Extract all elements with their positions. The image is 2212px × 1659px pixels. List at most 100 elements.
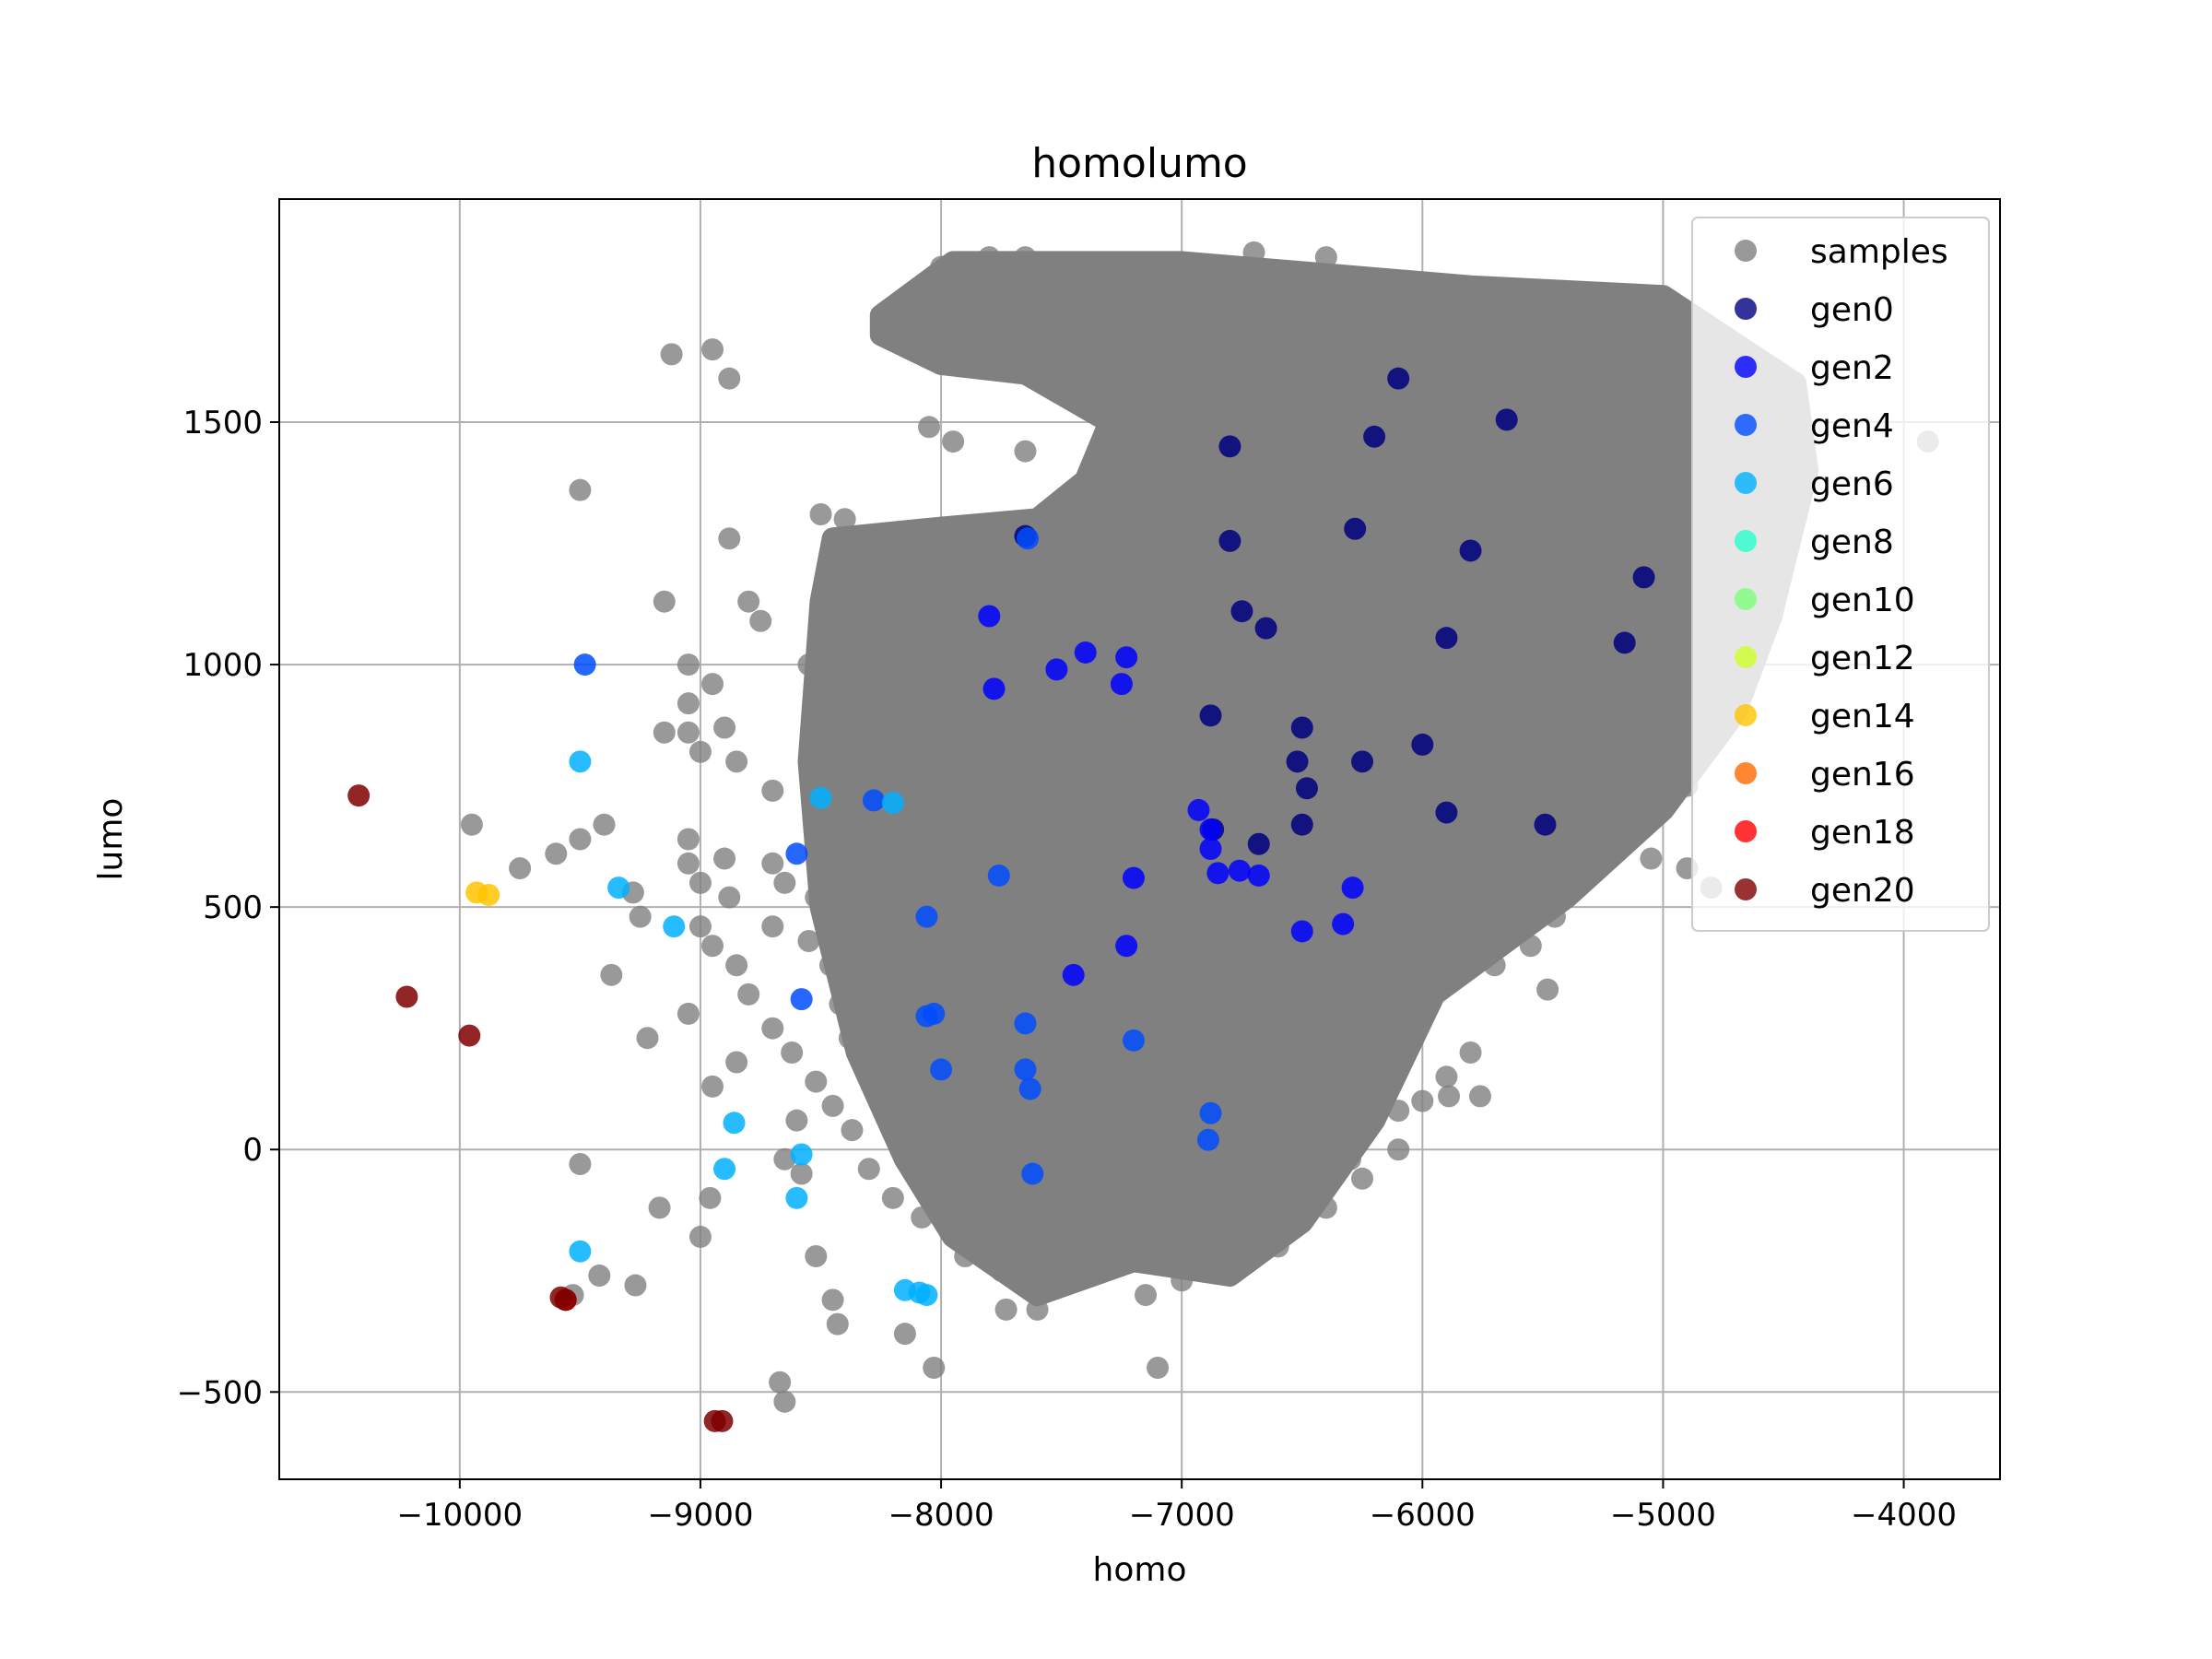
gen6-point — [607, 877, 630, 900]
sample-point — [677, 721, 700, 744]
sample-point — [600, 963, 623, 986]
sample-point — [911, 1206, 934, 1229]
sample-point — [1266, 1235, 1289, 1258]
gen6-point — [713, 1158, 736, 1181]
y-axis-label: lumo — [92, 798, 130, 881]
sample-point — [688, 740, 712, 763]
x-tick-label: −6000 — [1370, 1497, 1476, 1534]
gen2-point — [1187, 798, 1210, 821]
legend-label: samples — [1810, 233, 1948, 271]
sample-point — [761, 1017, 784, 1040]
sample-point — [1411, 1089, 1434, 1112]
sample-point — [1536, 978, 1559, 1001]
sample-point — [821, 828, 844, 851]
gen6-point — [893, 1278, 916, 1301]
sample-point — [593, 813, 616, 836]
legend-marker — [1735, 356, 1757, 378]
sample-point — [809, 502, 832, 525]
gen0-point — [1632, 566, 1655, 589]
legend-label: gen10 — [1810, 582, 1915, 619]
legend-label: gen18 — [1810, 814, 1915, 852]
x-tick-label: −8000 — [888, 1497, 994, 1534]
y-tick-label: 0 — [242, 1132, 263, 1169]
sample-point — [1616, 313, 1639, 336]
sample-point — [773, 1147, 796, 1171]
sample-point — [718, 886, 741, 909]
legend-marker — [1735, 820, 1757, 842]
sample-point — [1014, 246, 1037, 269]
gen6-point — [569, 1240, 592, 1263]
gen6-point — [881, 792, 904, 815]
sample-point — [1483, 954, 1506, 977]
sample-point — [569, 478, 592, 501]
gen20-point — [711, 1409, 734, 1432]
gen20-point — [395, 985, 418, 1008]
gen2-point — [1247, 864, 1270, 887]
sample-point — [725, 954, 748, 977]
sample-point — [857, 1158, 880, 1181]
sample-point — [857, 527, 880, 550]
sample-point — [833, 566, 856, 589]
sample-point — [725, 1051, 748, 1074]
gen0-point — [1247, 832, 1270, 855]
sample-point — [833, 508, 856, 531]
gen2-point — [1045, 658, 1068, 681]
gen2-point — [1228, 859, 1251, 882]
sample-point — [688, 915, 712, 938]
sample-point — [857, 605, 880, 628]
sample-point — [677, 692, 700, 715]
sample-point — [509, 857, 532, 880]
gen0-point — [1351, 750, 1374, 773]
sample-point — [990, 1259, 1013, 1282]
gen2-point — [1199, 838, 1222, 861]
sample-point — [569, 1153, 592, 1176]
sample-point — [918, 416, 941, 439]
sample-point — [1640, 847, 1663, 870]
legend-marker — [1735, 762, 1757, 784]
sample-point — [994, 1298, 1018, 1321]
sample-point — [725, 750, 748, 773]
sample-point — [648, 1196, 671, 1219]
sample-point — [1314, 1196, 1337, 1219]
sample-point — [701, 338, 724, 361]
gen2-point — [1115, 646, 1138, 669]
x-tick-label: −10000 — [397, 1497, 524, 1534]
gen4-point — [930, 1058, 953, 1081]
legend-marker — [1735, 878, 1757, 900]
sample-point — [460, 813, 483, 836]
sample-point — [737, 982, 760, 1006]
legend-label: gen20 — [1810, 872, 1915, 910]
legend-label: gen8 — [1810, 524, 1894, 561]
gen4-point — [1014, 1012, 1037, 1035]
gen2-point — [1115, 935, 1138, 958]
legend-label: gen6 — [1810, 465, 1894, 503]
sample-point — [869, 721, 892, 744]
sample-point — [1338, 1147, 1361, 1171]
gen6-point — [809, 786, 832, 809]
gen2-point — [1290, 920, 1313, 943]
sample-point — [845, 701, 868, 724]
gen4-point — [862, 789, 885, 812]
gen6-point — [915, 1284, 938, 1307]
gen0-point — [1387, 367, 1410, 390]
sample-point — [1580, 862, 1603, 885]
sample-point — [1459, 1041, 1482, 1064]
legend-label: gen2 — [1810, 349, 1894, 387]
legend-marker — [1735, 704, 1757, 726]
sample-point — [1135, 1284, 1158, 1307]
sample-point — [653, 590, 676, 613]
sample-point — [773, 1390, 796, 1413]
sample-point — [636, 1027, 659, 1050]
gen2-point — [1110, 673, 1133, 696]
sample-point — [1351, 1167, 1374, 1190]
plot-frame — [278, 198, 2001, 1480]
gen0-point — [1495, 408, 1518, 431]
sample-point — [1468, 1085, 1491, 1108]
sample-point — [814, 673, 837, 696]
legend-label: gen12 — [1810, 640, 1915, 677]
sample-point — [1435, 1065, 1458, 1088]
y-tick-label: −500 — [177, 1374, 263, 1411]
sample-point — [954, 1244, 977, 1267]
gen6-point — [790, 1143, 813, 1166]
gen4-point — [1014, 1058, 1037, 1081]
